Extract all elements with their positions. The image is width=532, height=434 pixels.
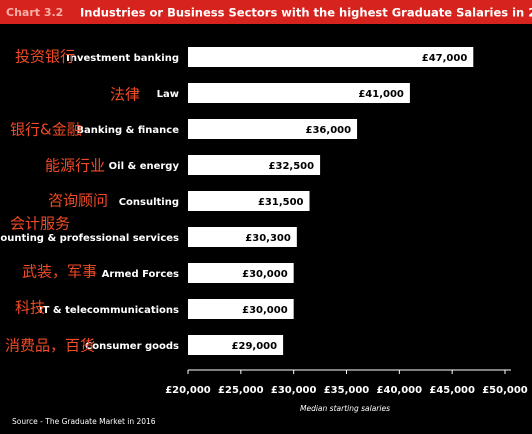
annotation: 咨询顾问 [48,192,108,210]
value-label: £29,000 [232,341,278,352]
annotation: 消费品，百货 [5,337,95,355]
value-label: £41,000 [358,89,404,100]
bar [188,155,321,175]
category-label: IT & telecommunications [39,305,179,316]
value-label: £32,500 [269,161,315,172]
x-axis-title: Median starting salaries [300,404,390,413]
x-tick-label: £20,000 [165,385,211,396]
category-label: Consumer goods [85,341,179,352]
chart-title: Industries or Business Sectors with the … [80,6,532,20]
x-tick-label: £25,000 [218,385,264,396]
x-tick-label: £45,000 [429,385,475,396]
header-bar [0,0,532,24]
value-label: £30,000 [242,305,288,316]
annotation: 银行&金融 [10,121,82,139]
value-label: £47,000 [422,53,468,64]
annotation: 投资银行 [15,48,75,66]
x-tick-label: £30,000 [271,385,317,396]
x-tick-label: £35,000 [324,385,370,396]
annotation: 会计服务 [10,215,70,233]
category-label: Investment banking [66,53,179,64]
chart-number: Chart 3.2 [6,6,63,19]
category-label: Banking & finance [76,125,179,136]
bar [188,119,358,139]
bar [188,227,297,247]
x-tick-label: £50,000 [482,385,528,396]
value-label: £31,500 [258,197,304,208]
annotation: 法律 [110,86,140,104]
annotation: 能源行业 [45,157,105,175]
bar [188,47,474,67]
bar [188,83,410,103]
annotation: 科技 [15,299,45,317]
category-label: Consulting [119,197,179,208]
bar [188,191,310,211]
source: Source - The Graduate Market in 2016 [12,417,156,426]
value-label: £30,000 [242,269,288,280]
bar [188,299,294,319]
category-label: Accounting & professional services [0,233,179,244]
value-label: £36,000 [306,125,352,136]
category-label: Armed Forces [102,269,179,280]
annotation: 武装，军事 [22,263,97,281]
bar [188,335,284,355]
value-label: £30,300 [245,233,291,244]
category-label: Law [157,89,179,100]
x-tick-label: £40,000 [377,385,423,396]
bar [188,263,294,283]
category-label: Oil & energy [109,161,180,172]
